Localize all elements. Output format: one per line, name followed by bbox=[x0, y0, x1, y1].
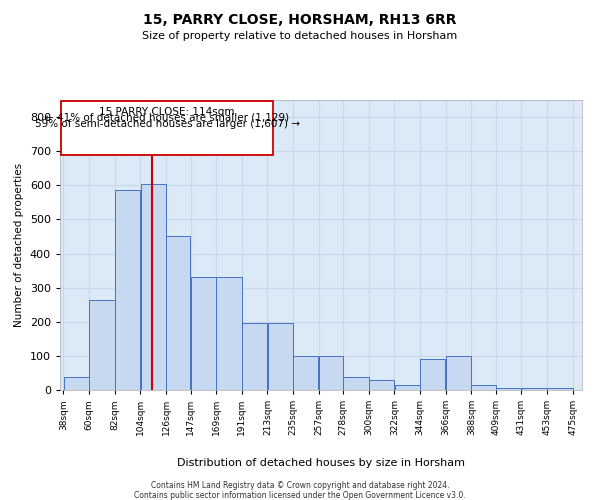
Text: Size of property relative to detached houses in Horsham: Size of property relative to detached ho… bbox=[142, 31, 458, 41]
FancyBboxPatch shape bbox=[61, 100, 273, 154]
Bar bbox=[343, 377, 368, 390]
Bar bbox=[395, 385, 420, 390]
Bar bbox=[446, 356, 471, 390]
Text: 59% of semi-detached houses are larger (1,607) →: 59% of semi-detached houses are larger (… bbox=[35, 119, 299, 129]
Bar bbox=[420, 360, 445, 390]
Bar bbox=[89, 300, 115, 390]
Bar bbox=[521, 388, 547, 390]
Text: 15, PARRY CLOSE, HORSHAM, RH13 6RR: 15, PARRY CLOSE, HORSHAM, RH13 6RR bbox=[143, 12, 457, 26]
Text: ← 41% of detached houses are smaller (1,129): ← 41% of detached houses are smaller (1,… bbox=[45, 113, 289, 123]
Bar bbox=[191, 278, 216, 390]
Bar bbox=[496, 388, 521, 390]
Text: 15 PARRY CLOSE: 114sqm: 15 PARRY CLOSE: 114sqm bbox=[100, 107, 235, 117]
Bar bbox=[115, 190, 140, 390]
Y-axis label: Number of detached properties: Number of detached properties bbox=[14, 163, 24, 327]
Bar bbox=[293, 356, 319, 390]
Bar bbox=[166, 236, 190, 390]
Bar bbox=[64, 377, 89, 390]
Bar bbox=[369, 380, 394, 390]
Bar bbox=[217, 278, 242, 390]
Text: Contains HM Land Registry data © Crown copyright and database right 2024.: Contains HM Land Registry data © Crown c… bbox=[151, 481, 449, 490]
Text: Contains public sector information licensed under the Open Government Licence v3: Contains public sector information licen… bbox=[134, 491, 466, 500]
Bar bbox=[140, 184, 166, 390]
Bar bbox=[547, 388, 572, 390]
Text: Distribution of detached houses by size in Horsham: Distribution of detached houses by size … bbox=[177, 458, 465, 468]
Bar bbox=[319, 356, 343, 390]
Bar bbox=[268, 324, 293, 390]
Bar bbox=[242, 324, 267, 390]
Bar bbox=[472, 385, 496, 390]
